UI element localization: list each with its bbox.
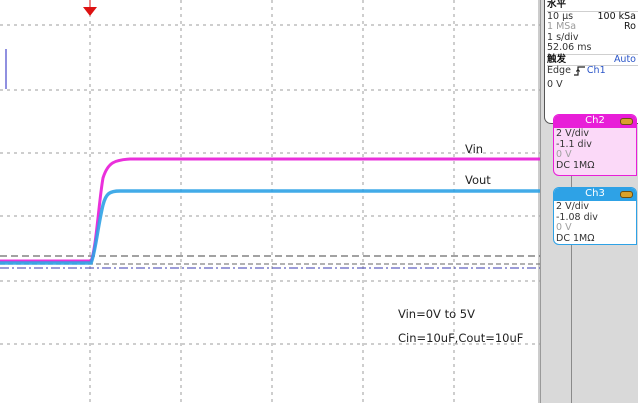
- test-condition-line1: Vin=0V to 5V: [398, 307, 475, 321]
- vin-label: Vin: [465, 142, 484, 156]
- record-setting: 1 s/div: [547, 31, 579, 43]
- ch2-position: 0 V: [556, 149, 572, 160]
- ch2-settings-box[interactable]: Ch2 2 V/div -1.1 div 0 V DC 1MΩ: [553, 114, 637, 176]
- acquisition-mode: Ro: [624, 21, 636, 32]
- ch2-offset: -1.1 div: [556, 138, 592, 150]
- ch2-knob-icon[interactable]: [620, 118, 633, 125]
- horizontal-header: 水平: [547, 0, 638, 12]
- time-per-div: 10 µs: [547, 10, 574, 22]
- side-panel: 水平 10 µs 100 kSa 1 MSa Ro 1 s/div 52.06 …: [540, 0, 638, 403]
- trigger-type: Edge: [547, 65, 571, 76]
- memory-depth: 1 MSa: [547, 21, 577, 32]
- acquisition-duration: 52.06 ms: [547, 42, 592, 53]
- ch2-vin-trace: [0, 157, 540, 263]
- ch3-vout-trace: [0, 189, 540, 265]
- rising-edge-icon: [573, 66, 585, 80]
- ch3-offset: -1.08 div: [556, 211, 598, 223]
- panel-divider: [571, 125, 572, 403]
- trigger-level: 0 V: [547, 78, 563, 90]
- ch2-scale: 2 V/div: [556, 128, 590, 139]
- trigger-mode[interactable]: Auto: [613, 53, 636, 65]
- horizontal-settings-box[interactable]: 水平 10 µs 100 kSa 1 MSa Ro 1 s/div 52.06 …: [544, 0, 638, 124]
- sample-rate: 100 kSa: [597, 10, 636, 22]
- ch2-name: Ch2: [585, 115, 605, 127]
- test-condition-line2: Cin=10uF,Cout=10uF: [398, 331, 524, 345]
- ch3-position: 0 V: [556, 222, 572, 233]
- trigger-position-marker: [83, 7, 97, 16]
- ch2-coupling: DC 1MΩ: [556, 159, 595, 171]
- vout-label: Vout: [465, 173, 491, 187]
- trigger-source: Ch1: [586, 65, 606, 76]
- ch3-name: Ch3: [585, 188, 605, 200]
- ch3-header: Ch3: [554, 188, 636, 201]
- waveform-display[interactable]: Vin Vout Vin=0V to 5V Cin=10uF,Cout=10uF: [0, 0, 540, 403]
- ch3-scale: 2 V/div: [556, 201, 590, 212]
- ch3-coupling: DC 1MΩ: [556, 232, 595, 244]
- ch3-knob-icon[interactable]: [620, 191, 633, 198]
- ch2-header: Ch2: [554, 115, 636, 128]
- ch3-settings-box[interactable]: Ch3 2 V/div -1.08 div 0 V DC 1MΩ: [553, 187, 637, 245]
- trigger-header: 触发: [547, 53, 567, 65]
- waveform-canvas: [0, 0, 540, 403]
